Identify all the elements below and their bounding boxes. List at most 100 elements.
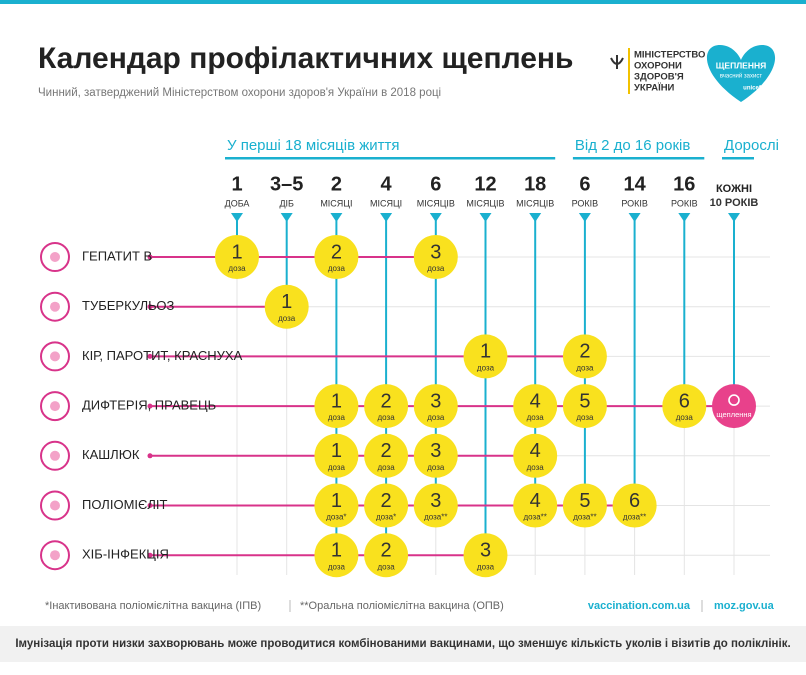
footnote: **Оральна поліомієлітна вакцина (ОПВ) xyxy=(300,600,504,612)
dose-number: 4 xyxy=(530,440,541,462)
row-line-dot xyxy=(147,254,153,260)
adult-label: щеплення xyxy=(716,410,751,419)
dose-label: доза xyxy=(328,463,346,472)
dose-number: 3 xyxy=(430,440,441,462)
dose-circle xyxy=(364,483,409,528)
badge-text: вчасний захист xyxy=(720,73,763,80)
adult-vaccination xyxy=(712,384,756,429)
divider xyxy=(628,48,630,94)
column-marker xyxy=(578,213,591,222)
dose-circle xyxy=(413,235,458,279)
column-value: 12 xyxy=(474,173,496,195)
dose-number: 2 xyxy=(381,490,392,512)
row-icon-core xyxy=(50,301,60,312)
column-unit: ДОБА xyxy=(225,198,250,208)
dose-circle xyxy=(314,384,359,429)
column-value: 6 xyxy=(430,173,441,195)
dose-number: 3 xyxy=(430,390,441,412)
row-icon xyxy=(40,291,70,322)
row-icon xyxy=(40,490,70,521)
column-value: 3–5 xyxy=(270,173,303,195)
dose-circle xyxy=(463,334,508,379)
dose-label: доза* xyxy=(376,513,396,522)
subtitle: Чинний, затверджений Міністерством охоро… xyxy=(38,87,441,99)
column-unit: МІСЯЦІВ xyxy=(466,198,504,208)
dose-circle xyxy=(463,533,508,578)
row-name: ТУБЕРКУЛЬОЗ xyxy=(82,298,175,313)
dose-label: доза xyxy=(576,413,594,422)
badge-text: ЩЕПЛЕННЯ xyxy=(716,60,766,70)
column-marker xyxy=(280,213,293,222)
dose-label: доза** xyxy=(524,513,547,522)
row-name: ХІБ-ІНФЕКЦІЯ xyxy=(82,547,169,562)
column-marker xyxy=(330,213,343,222)
dose-label: доза xyxy=(427,413,445,422)
row-icon-core xyxy=(50,252,60,262)
dose-circle xyxy=(413,483,458,528)
dose-circle xyxy=(562,483,607,528)
column-marker xyxy=(380,213,393,222)
dose-label: доза* xyxy=(326,513,346,522)
row-icon-core xyxy=(50,500,60,511)
row-name: ПОЛІОМІЄЛІТ xyxy=(82,497,167,512)
dose-label: доза xyxy=(427,264,445,273)
dose-number: 4 xyxy=(530,390,541,412)
column-value: 18 xyxy=(524,173,546,195)
dose-label: доза xyxy=(576,364,594,373)
dose-number: 2 xyxy=(381,390,392,412)
dose-number: 3 xyxy=(480,539,491,561)
dose-label: доза xyxy=(378,562,396,571)
dose-circle xyxy=(364,433,409,478)
dose-number: 5 xyxy=(579,390,590,412)
dose-number: 2 xyxy=(381,539,392,561)
column-marker xyxy=(231,213,243,222)
dose-number: 1 xyxy=(331,440,342,462)
dose-label: доза xyxy=(328,264,346,273)
dose-label: доза xyxy=(427,463,445,472)
ministry-logo xyxy=(610,48,630,94)
footer-link: moz.gov.ua xyxy=(714,600,775,612)
column-unit: МІСЯЦІВ xyxy=(417,198,455,208)
dose-number: 2 xyxy=(381,440,392,462)
dose-circle xyxy=(413,384,458,429)
row-icon xyxy=(40,391,70,422)
row-name: ГЕПАТИТ В xyxy=(82,248,152,263)
group-underline xyxy=(572,157,705,160)
badge-text: unicef xyxy=(743,86,762,92)
bottom-band xyxy=(0,626,806,662)
column-marker xyxy=(479,213,492,222)
row-line-dot xyxy=(147,503,153,508)
column-unit: 10 РОКІВ xyxy=(710,197,759,209)
dose-number: 1 xyxy=(331,490,342,512)
ministry-text: МІНІСТЕРСТВО xyxy=(634,50,705,61)
dose-label: доза xyxy=(228,264,246,273)
dose-circle xyxy=(413,433,458,478)
dose-number: 1 xyxy=(231,241,242,263)
column-value: 1 xyxy=(231,173,242,195)
row-line-dot xyxy=(147,353,153,359)
dose-circle xyxy=(513,483,558,528)
adult-icon xyxy=(728,394,740,406)
trident xyxy=(610,55,624,69)
column-value: 16 xyxy=(673,173,695,195)
column-value: 6 xyxy=(579,173,590,195)
row-icon xyxy=(40,540,70,571)
dose-number: 2 xyxy=(331,241,342,263)
row-name: КАШЛЮК xyxy=(82,447,140,462)
column-unit: ДІБ xyxy=(279,198,294,208)
column-marker xyxy=(678,213,691,222)
dose-label: доза** xyxy=(623,513,646,522)
dose-number: 1 xyxy=(281,291,292,313)
row-line-dot xyxy=(147,304,153,310)
dose-label: доза xyxy=(328,562,346,571)
dose-circle xyxy=(513,433,558,478)
dose-label: доза xyxy=(378,413,396,422)
dose-label: доза xyxy=(328,413,346,422)
dose-number: 6 xyxy=(679,390,690,412)
dose-circle xyxy=(513,384,558,429)
dose-circle xyxy=(364,384,409,429)
dose-circle xyxy=(612,483,657,528)
dose-label: доза xyxy=(527,463,545,472)
